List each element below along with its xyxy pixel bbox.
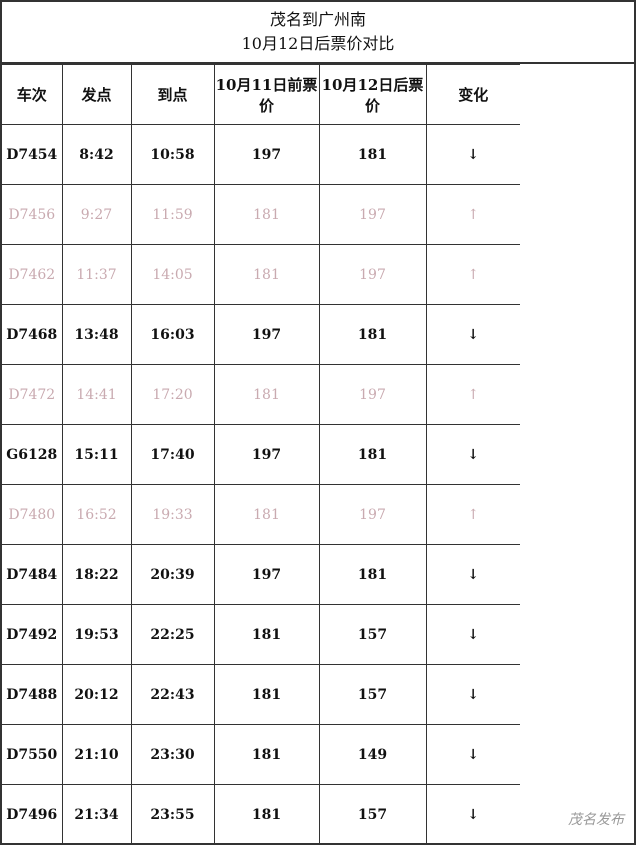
train-cell: D7480 bbox=[2, 484, 63, 545]
arrive-cell: 17:20 bbox=[130, 364, 215, 425]
arrive-cell: 20:39 bbox=[130, 544, 215, 605]
arrive-cell: 22:25 bbox=[130, 604, 215, 665]
depart-cell: 13:48 bbox=[61, 304, 132, 365]
change-arrow-icon: ↑ bbox=[425, 244, 520, 305]
train-cell: D7472 bbox=[2, 364, 63, 425]
change-arrow-icon: ↓ bbox=[425, 724, 520, 785]
header-price-after: 10月12日后票价 bbox=[318, 64, 427, 125]
header-price-before: 10月11日前票价 bbox=[213, 64, 320, 125]
header-arrive: 到点 bbox=[130, 64, 215, 125]
fare-table: 车次 发点 到点 10月11日前票价 10月12日后票价 变化 D7454 8:4… bbox=[2, 64, 634, 845]
change-arrow-icon: ↓ bbox=[425, 124, 520, 185]
header-depart: 发点 bbox=[61, 64, 132, 125]
table-row: D7462 11:37 14:05 181 197 ↑ bbox=[2, 244, 634, 305]
header-row: 车次 发点 到点 10月11日前票价 10月12日后票价 变化 bbox=[2, 64, 634, 125]
price-after-cell: 157 bbox=[318, 664, 427, 725]
table-row: D7456 9:27 11:59 181 197 ↑ bbox=[2, 184, 634, 245]
price-after-cell: 157 bbox=[318, 604, 427, 665]
train-cell: D7468 bbox=[2, 304, 63, 365]
price-before-cell: 197 bbox=[213, 124, 320, 185]
price-after-cell: 181 bbox=[318, 304, 427, 365]
depart-cell: 16:52 bbox=[61, 484, 132, 545]
depart-cell: 11:37 bbox=[61, 244, 132, 305]
depart-cell: 20:12 bbox=[61, 664, 132, 725]
price-after-cell: 181 bbox=[318, 544, 427, 605]
price-after-cell: 197 bbox=[318, 184, 427, 245]
depart-cell: 21:34 bbox=[61, 784, 132, 845]
change-arrow-icon: ↑ bbox=[425, 484, 520, 545]
arrive-cell: 22:43 bbox=[130, 664, 215, 725]
price-before-cell: 197 bbox=[213, 304, 320, 365]
price-after-cell: 181 bbox=[318, 124, 427, 185]
change-arrow-icon: ↓ bbox=[425, 664, 520, 725]
train-cell: D7492 bbox=[2, 604, 63, 665]
price-after-cell: 197 bbox=[318, 364, 427, 425]
depart-cell: 9:27 bbox=[61, 184, 132, 245]
change-arrow-icon: ↓ bbox=[425, 424, 520, 485]
table-row: D7496 21:34 23:55 181 157 ↓ bbox=[2, 784, 634, 845]
arrive-cell: 23:30 bbox=[130, 724, 215, 785]
train-cell: D7550 bbox=[2, 724, 63, 785]
train-cell: G6128 bbox=[2, 424, 63, 485]
table-row: D7550 21:10 23:30 181 149 ↓ bbox=[2, 724, 634, 785]
table-row: G6128 15:11 17:40 197 181 ↓ bbox=[2, 424, 634, 485]
train-cell: D7496 bbox=[2, 784, 63, 845]
price-before-cell: 181 bbox=[213, 604, 320, 665]
table-row: D7488 20:12 22:43 181 157 ↓ bbox=[2, 664, 634, 725]
price-after-cell: 157 bbox=[318, 784, 427, 845]
title-line-2: 10月12日后票价对比 bbox=[241, 34, 395, 53]
price-before-cell: 181 bbox=[213, 724, 320, 785]
price-before-cell: 181 bbox=[213, 784, 320, 845]
table-row: D7468 13:48 16:03 197 181 ↓ bbox=[2, 304, 634, 365]
train-cell: D7488 bbox=[2, 664, 63, 725]
train-cell: D7484 bbox=[2, 544, 63, 605]
arrive-cell: 23:55 bbox=[130, 784, 215, 845]
price-after-cell: 197 bbox=[318, 244, 427, 305]
price-before-cell: 197 bbox=[213, 544, 320, 605]
watermark-logo: 茂名发布 bbox=[568, 812, 624, 828]
price-after-cell: 181 bbox=[318, 424, 427, 485]
change-arrow-icon: ↑ bbox=[425, 364, 520, 425]
table-row: D7472 14:41 17:20 181 197 ↑ bbox=[2, 364, 634, 425]
change-arrow-icon: ↓ bbox=[425, 784, 520, 845]
train-cell: D7462 bbox=[2, 244, 63, 305]
depart-cell: 14:41 bbox=[61, 364, 132, 425]
depart-cell: 21:10 bbox=[61, 724, 132, 785]
change-arrow-icon: ↓ bbox=[425, 544, 520, 605]
depart-cell: 15:11 bbox=[61, 424, 132, 485]
table-row: D7484 18:22 20:39 197 181 ↓ bbox=[2, 544, 634, 605]
train-cell: D7456 bbox=[2, 184, 63, 245]
depart-cell: 19:53 bbox=[61, 604, 132, 665]
train-cell: D7454 bbox=[2, 124, 63, 185]
table-row: D7480 16:52 19:33 181 197 ↑ bbox=[2, 484, 634, 545]
change-arrow-icon: ↑ bbox=[425, 184, 520, 245]
price-before-cell: 181 bbox=[213, 484, 320, 545]
price-after-cell: 197 bbox=[318, 484, 427, 545]
table-row: D7492 19:53 22:25 181 157 ↓ bbox=[2, 604, 634, 665]
arrive-cell: 14:05 bbox=[130, 244, 215, 305]
table-row: D7454 8:42 10:58 197 181 ↓ bbox=[2, 124, 634, 185]
change-arrow-icon: ↓ bbox=[425, 304, 520, 365]
price-before-cell: 181 bbox=[213, 664, 320, 725]
price-before-cell: 197 bbox=[213, 424, 320, 485]
arrive-cell: 19:33 bbox=[130, 484, 215, 545]
header-change: 变化 bbox=[425, 64, 520, 125]
arrive-cell: 10:58 bbox=[130, 124, 215, 185]
price-before-cell: 181 bbox=[213, 244, 320, 305]
change-arrow-icon: ↓ bbox=[425, 604, 520, 665]
arrive-cell: 17:40 bbox=[130, 424, 215, 485]
depart-cell: 18:22 bbox=[61, 544, 132, 605]
header-train: 车次 bbox=[2, 64, 63, 125]
table-title: 茂名到广州南 10月12日后票价对比 bbox=[2, 2, 634, 64]
price-before-cell: 181 bbox=[213, 184, 320, 245]
depart-cell: 8:42 bbox=[61, 124, 132, 185]
price-before-cell: 181 bbox=[213, 364, 320, 425]
arrive-cell: 11:59 bbox=[130, 184, 215, 245]
title-line-1: 茂名到广州南 bbox=[269, 10, 366, 29]
price-after-cell: 149 bbox=[318, 724, 427, 785]
arrive-cell: 16:03 bbox=[130, 304, 215, 365]
